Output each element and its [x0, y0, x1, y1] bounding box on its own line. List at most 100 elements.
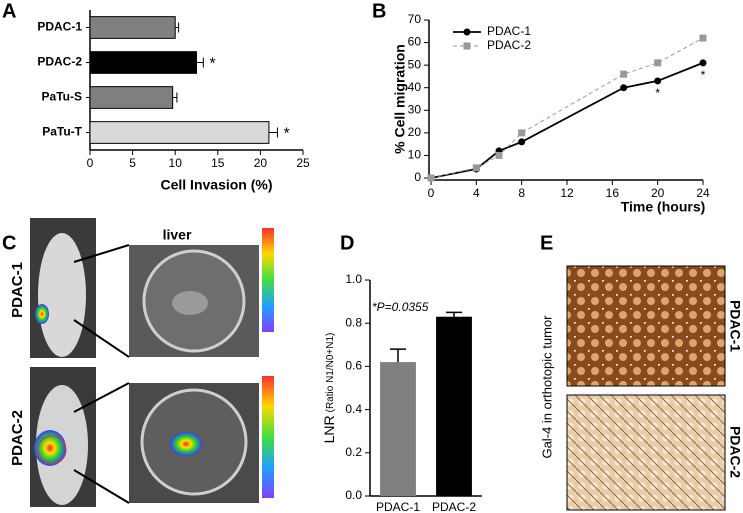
- x-tick-label: 0: [428, 186, 435, 200]
- y-tick-label: 0.2: [345, 445, 362, 459]
- image-title: liver: [163, 227, 192, 243]
- marker: [427, 174, 435, 182]
- y-tick-label: 0.8: [345, 315, 362, 329]
- marker: [699, 34, 707, 42]
- marker: [495, 151, 503, 159]
- y-tick-label: 0.0: [345, 488, 362, 502]
- bar: [89, 51, 197, 74]
- significance: *: [209, 56, 215, 73]
- y-tick-label: 20: [408, 125, 422, 139]
- bar: [89, 86, 174, 109]
- panel-letter: D: [340, 232, 354, 254]
- x-axis-label: Time (hours): [621, 199, 706, 215]
- panel-letter: C: [2, 232, 16, 254]
- row-label: PDAC-1: [727, 300, 743, 352]
- connector: [73, 469, 130, 504]
- row-label: PDAC-2: [727, 426, 743, 478]
- connector: [73, 319, 130, 358]
- row-label: PDAC-1: [9, 262, 26, 318]
- y-axis-label: LNR (Ratio N1/N0+N1): [321, 333, 337, 444]
- marker: [654, 77, 662, 85]
- marker: [654, 59, 662, 67]
- image-ylabel: Gal-4 in orthotopic tumor: [539, 315, 554, 459]
- error-bar: [446, 311, 462, 317]
- signal: [35, 304, 49, 324]
- roi: [37, 435, 67, 465]
- marker: [699, 59, 707, 67]
- y-axis-label-main: LNR: [321, 415, 337, 443]
- panel-e: E Gal-4 in orthotopic tumor PDAC-1 PDAC-…: [539, 232, 743, 511]
- series-line: [430, 62, 704, 179]
- error-bar: [172, 92, 178, 103]
- x-axis-label: Cell Invasion (%): [160, 177, 272, 193]
- y-tick-label: 50: [408, 57, 422, 71]
- histology-image: [566, 394, 726, 511]
- marker: [620, 70, 628, 78]
- marker: [620, 84, 628, 92]
- y-tick-label: 60: [408, 35, 422, 49]
- series-line: [430, 37, 704, 179]
- error-bar: [175, 22, 180, 33]
- connector: [73, 382, 130, 413]
- y-axis-label: % Cell migration: [392, 44, 408, 154]
- connector: [73, 244, 130, 263]
- x-tick-label: 25: [296, 156, 310, 170]
- panel-c: C liver PDAC-1 PDAC-2: [2, 218, 274, 507]
- bar: [436, 316, 472, 496]
- histology-image: [566, 265, 726, 387]
- y-tick-label: 0: [414, 170, 421, 184]
- error-bar: [390, 348, 406, 363]
- y-tick-label: PDAC-2: [37, 55, 82, 69]
- colorbar: [262, 228, 274, 332]
- error-bar: [268, 127, 278, 138]
- x-tick-label: 20: [254, 156, 268, 170]
- y-axis-label-sub: (Ratio N1/N0+N1): [325, 333, 336, 413]
- error-bar: [196, 57, 204, 68]
- y-tick-label: 0.4: [345, 402, 362, 416]
- panel-letter: A: [2, 0, 16, 22]
- bar: [89, 121, 270, 144]
- y-tick-label: 10: [408, 148, 422, 162]
- legend-marker: [463, 42, 471, 50]
- x-tick-label: 20: [651, 186, 665, 200]
- x-tick-label: PDAC-2: [432, 500, 476, 513]
- legend-marker: [463, 28, 471, 36]
- marker: [518, 129, 526, 137]
- legend-label: PDAC-1: [487, 24, 531, 38]
- x-tick-label: PDAC-1: [376, 500, 420, 513]
- colorbar: [262, 376, 274, 498]
- y-tick-label: PDAC-1: [37, 20, 82, 34]
- bar: [89, 16, 176, 39]
- significance: *: [283, 126, 289, 143]
- x-tick-label: 16: [606, 186, 620, 200]
- marker: [518, 138, 526, 146]
- panel-letter: E: [540, 232, 553, 254]
- liver: [172, 291, 208, 315]
- x-tick-label: 24: [696, 186, 710, 200]
- row-label: PDAC-2: [9, 410, 26, 466]
- panel-letter: B: [372, 0, 386, 22]
- x-tick-label: 12: [560, 186, 574, 200]
- y-tick-label: 70: [408, 12, 422, 26]
- y-tick-label: 0.6: [345, 359, 362, 373]
- x-tick-label: 4: [473, 186, 480, 200]
- x-tick-label: 0: [87, 156, 94, 170]
- y-tick-label: 40: [408, 80, 422, 94]
- signal: [34, 430, 66, 466]
- significance: *: [701, 68, 706, 82]
- bar: [380, 362, 416, 496]
- y-tick-label: PaTu-S: [42, 90, 82, 104]
- y-tick-label: 1.0: [345, 272, 362, 286]
- legend-label: PDAC-2: [487, 38, 531, 52]
- signal: [170, 432, 202, 456]
- x-tick-label: 10: [169, 156, 183, 170]
- y-tick-label: PaTu-T: [42, 125, 82, 139]
- mouse-body: [38, 233, 86, 357]
- annotation: *P=0.0355: [372, 300, 429, 314]
- significance: *: [655, 86, 660, 100]
- marker: [472, 164, 480, 172]
- x-tick-label: 8: [518, 186, 525, 200]
- x-tick-label: 5: [129, 156, 136, 170]
- x-tick-label: 15: [211, 156, 225, 170]
